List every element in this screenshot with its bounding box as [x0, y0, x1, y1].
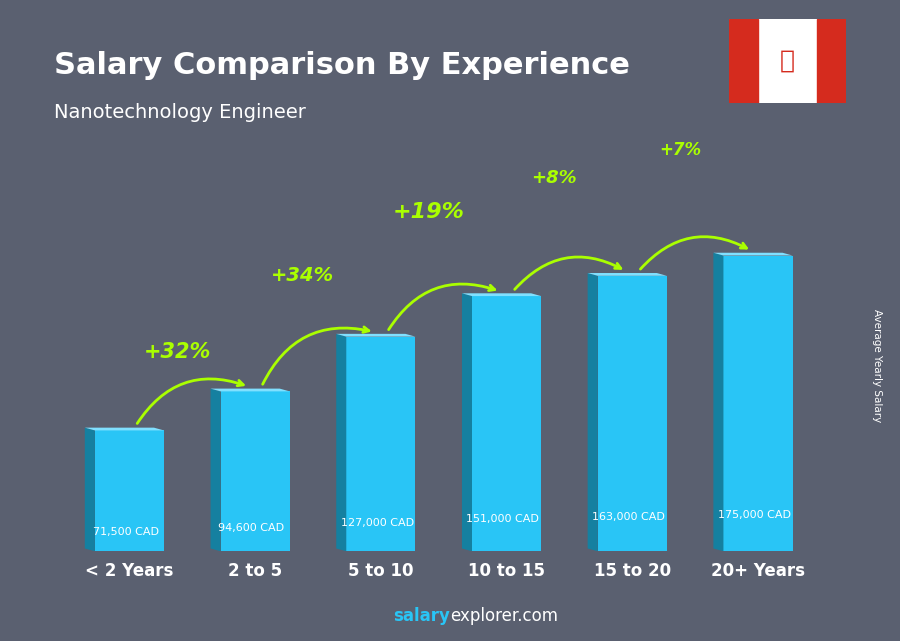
Polygon shape: [588, 273, 598, 551]
Polygon shape: [462, 294, 472, 551]
Text: 151,000 CAD: 151,000 CAD: [466, 514, 539, 524]
Text: explorer.com: explorer.com: [450, 607, 558, 625]
Polygon shape: [714, 253, 793, 256]
Bar: [729, 19, 758, 103]
Text: Salary Comparison By Experience: Salary Comparison By Experience: [54, 51, 630, 80]
Text: 127,000 CAD: 127,000 CAD: [340, 518, 414, 528]
Bar: [598, 276, 667, 551]
Text: 175,000 CAD: 175,000 CAD: [717, 510, 791, 520]
Polygon shape: [337, 334, 347, 551]
Text: salary: salary: [393, 607, 450, 625]
Polygon shape: [211, 388, 290, 392]
Bar: [724, 256, 793, 551]
Text: 🍁: 🍁: [780, 49, 795, 73]
Bar: [346, 337, 416, 551]
Text: 163,000 CAD: 163,000 CAD: [592, 512, 665, 522]
Bar: [472, 296, 541, 551]
Text: 71,500 CAD: 71,500 CAD: [93, 528, 158, 537]
Bar: [817, 19, 846, 103]
Text: +34%: +34%: [272, 266, 335, 285]
Polygon shape: [714, 253, 724, 551]
Text: +7%: +7%: [659, 141, 701, 159]
Polygon shape: [211, 388, 220, 551]
Bar: [94, 431, 164, 551]
Polygon shape: [588, 273, 667, 276]
Text: +32%: +32%: [143, 342, 211, 362]
Text: +8%: +8%: [532, 169, 577, 187]
Polygon shape: [85, 428, 94, 551]
Polygon shape: [462, 294, 541, 296]
Text: +19%: +19%: [392, 202, 464, 222]
Text: Average Yearly Salary: Average Yearly Salary: [872, 309, 883, 422]
Text: Nanotechnology Engineer: Nanotechnology Engineer: [54, 103, 306, 122]
Polygon shape: [337, 334, 416, 337]
Polygon shape: [85, 428, 164, 431]
Bar: [220, 392, 290, 551]
Text: 94,600 CAD: 94,600 CAD: [219, 524, 284, 533]
